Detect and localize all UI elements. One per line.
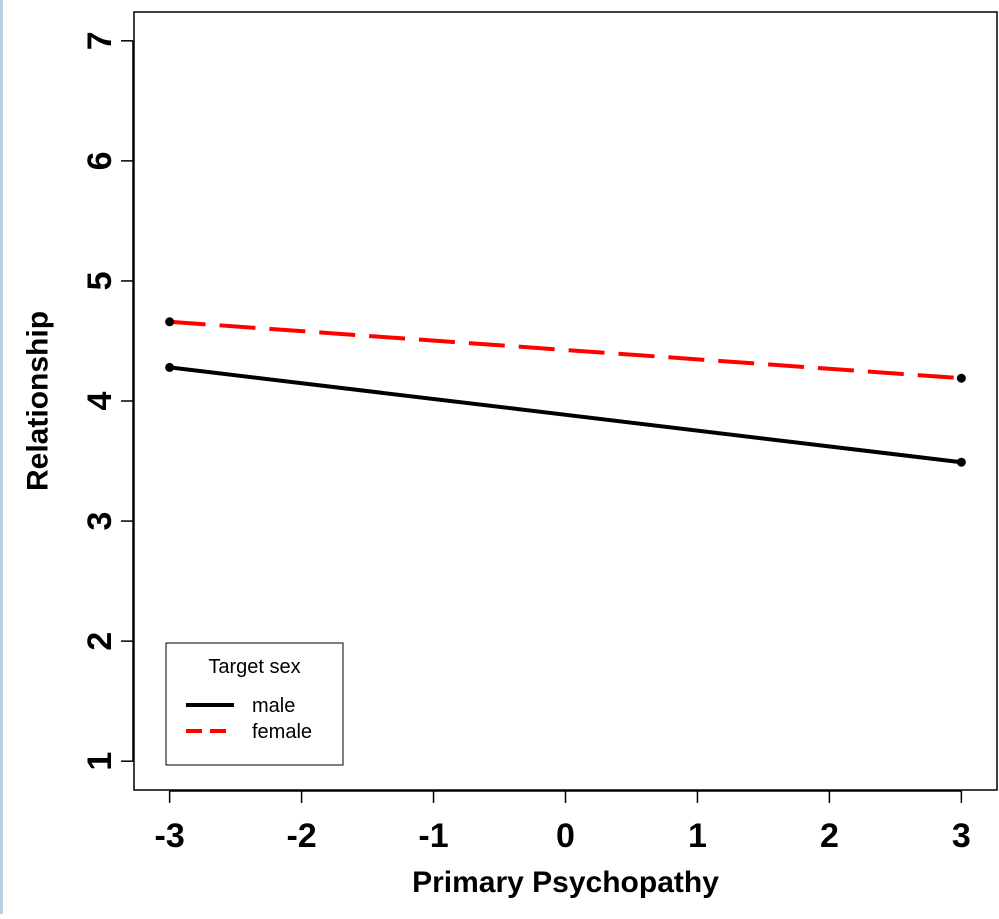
x-tick-label: 3 — [952, 817, 971, 855]
legend-items: male female — [186, 695, 312, 743]
legend: Target sex male female — [165, 642, 344, 766]
x-tick-label: -1 — [418, 817, 448, 855]
y-tick-label: 6 — [81, 151, 119, 170]
data-point-female — [956, 373, 966, 383]
series-layer — [165, 317, 966, 467]
plot-frame — [133, 11, 998, 791]
x-tick-label: -2 — [286, 817, 316, 855]
y-tick-label: 5 — [81, 271, 119, 290]
data-point-female — [165, 317, 175, 327]
y-tick-label: 4 — [81, 391, 119, 410]
left-accent-bar — [0, 0, 3, 914]
x-tick-label: 0 — [556, 817, 575, 855]
series-line-male — [169, 365, 962, 465]
series-line-female — [169, 319, 962, 381]
legend-label-female: female — [252, 721, 312, 743]
data-point-male — [165, 362, 175, 372]
x-axis-title: Primary Psychopathy — [412, 866, 719, 899]
data-point-male — [956, 457, 966, 467]
x-tick-label: 1 — [688, 817, 707, 855]
y-tick-label: 3 — [81, 512, 119, 531]
legend-label-male: male — [252, 695, 295, 717]
x-tick-label: 2 — [820, 817, 839, 855]
y-tick-label: 2 — [81, 632, 119, 651]
x-tick-label: -3 — [155, 817, 185, 855]
y-axis-title: Relationship — [22, 311, 55, 491]
x-axis: -3 -2 -1 0 1 2 3 — [155, 790, 971, 855]
y-tick-label: 7 — [81, 31, 119, 50]
legend-title: Target sex — [208, 656, 300, 678]
y-axis: 1 2 3 4 5 6 7 — [81, 31, 134, 771]
y-tick-label: 1 — [81, 752, 119, 771]
